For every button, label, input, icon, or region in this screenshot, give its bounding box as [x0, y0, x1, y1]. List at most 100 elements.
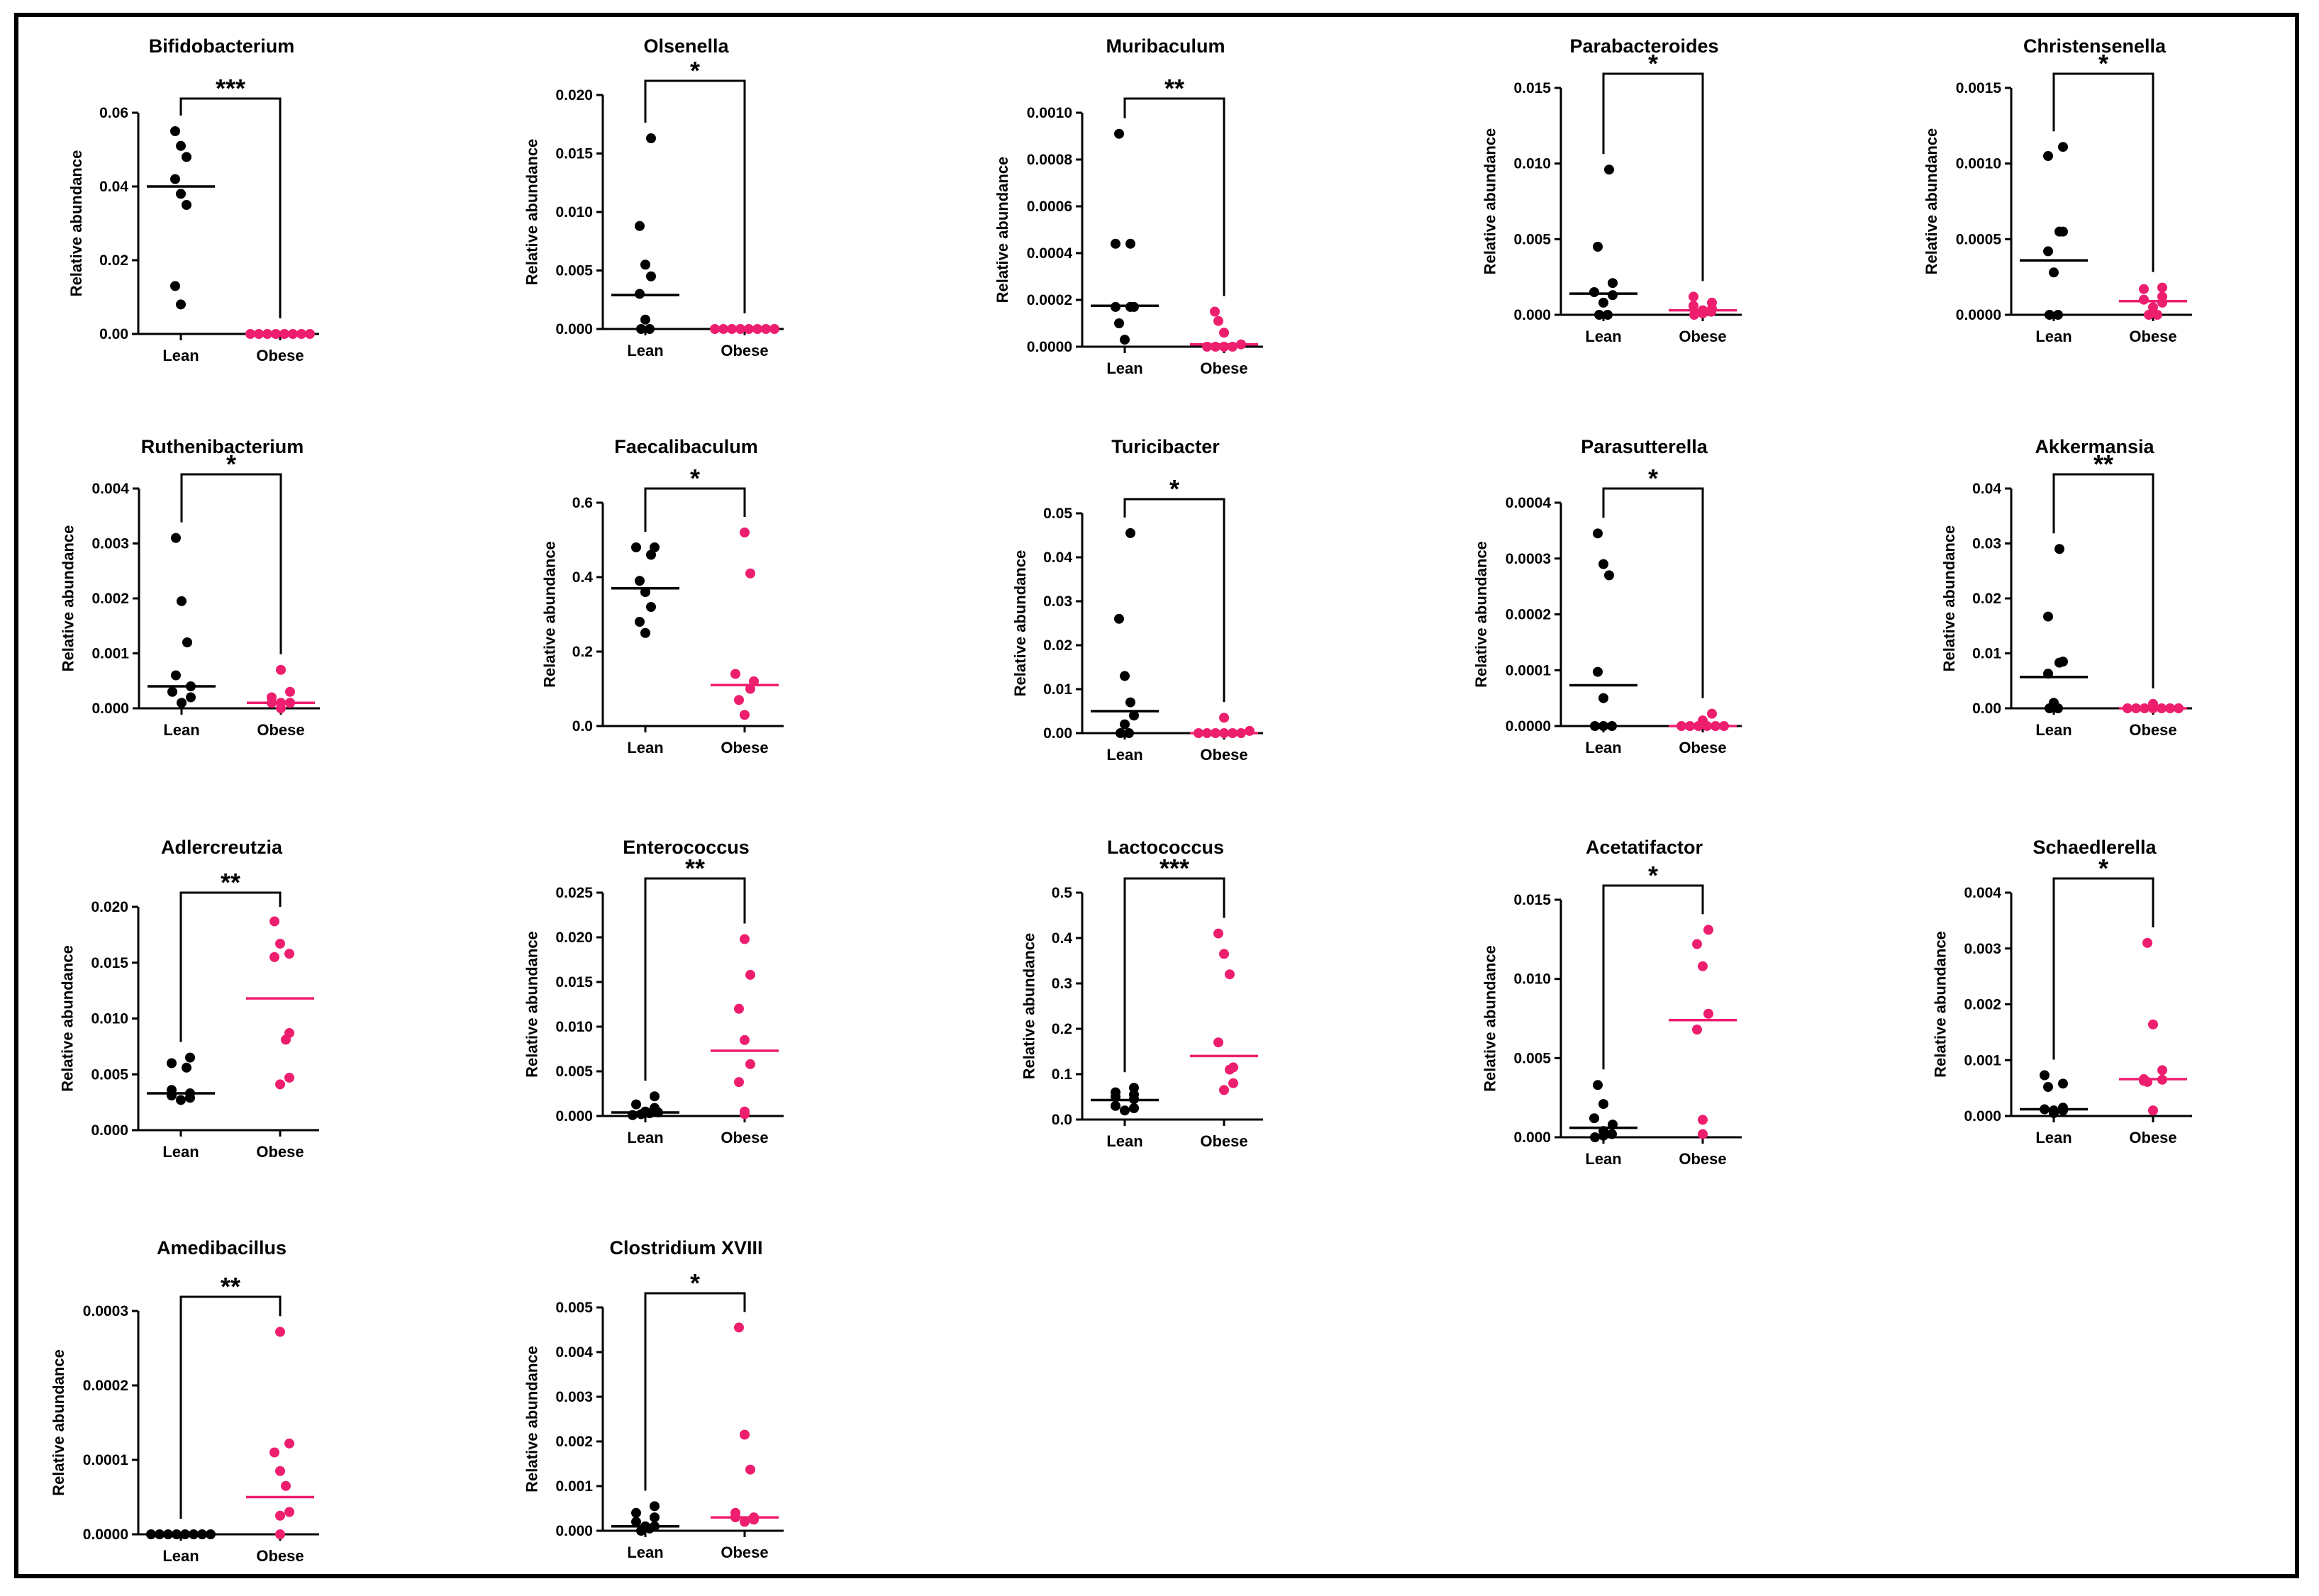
data-point-lean	[1120, 671, 1130, 681]
chart-title: Christensenella	[2023, 35, 2167, 57]
y-tick-label: 0.0010	[1956, 156, 2001, 172]
significance-label: *	[1648, 464, 1658, 493]
data-point-lean	[171, 670, 181, 681]
data-point-obese	[1225, 969, 1235, 980]
significance-bracket	[1123, 97, 1225, 296]
y-axis-label: Relative abundance	[67, 150, 85, 297]
y-axis-label: Relative abundance	[1940, 525, 1958, 672]
y-axis-label: Relative abundance	[541, 541, 559, 688]
data-point-obese	[284, 1072, 294, 1083]
y-tick-label: 0.02	[99, 252, 128, 269]
data-point-obese	[275, 1510, 285, 1521]
data-point-lean	[646, 133, 656, 144]
data-point-lean	[1589, 287, 1599, 297]
data-point-obese	[740, 934, 750, 944]
x-tick-label: Obese	[721, 1544, 768, 1561]
significance-label: *	[690, 464, 700, 493]
data-point-lean	[1111, 1087, 1120, 1098]
data-point-lean	[176, 189, 186, 199]
y-tick-label: 0.015	[91, 955, 128, 971]
y-tick-label: 0.020	[555, 87, 593, 104]
y-tick-label: 0.0000	[83, 1527, 128, 1543]
data-point-obese	[281, 1480, 291, 1491]
y-tick-label: 0.02	[1043, 637, 1072, 654]
data-point-lean	[1125, 697, 1135, 708]
significance-bracket	[2052, 473, 2154, 688]
x-tick-label: Lean	[163, 721, 199, 739]
data-point-obese	[284, 949, 294, 959]
y-tick-label: 0.005	[555, 1064, 593, 1080]
y-axis-label: Relative abundance	[1923, 128, 1940, 275]
chart-panel-clostridium-xviii: Clostridium XVIII 0.000 0.001 0.002 0.003 0.0…	[523, 1237, 784, 1561]
y-tick-label: 0.0000	[1506, 718, 1551, 735]
data-point-lean	[186, 692, 196, 703]
y-tick-label: 0.0001	[1506, 662, 1552, 679]
data-point-lean	[1593, 666, 1603, 677]
data-point-obese	[1228, 1078, 1238, 1088]
chart-panel-olsenella: Olsenella 0.000 0.005 0.010 0.015 0.020 Lean Ob…	[523, 35, 784, 359]
data-point-obese	[1698, 715, 1708, 726]
x-tick-label: Lean	[2035, 721, 2071, 739]
data-point-obese	[2148, 302, 2158, 313]
data-point-lean	[1593, 242, 1603, 252]
data-point-lean	[171, 532, 181, 543]
y-tick-label: 0.0	[572, 718, 593, 735]
x-tick-label: Lean	[627, 739, 663, 757]
data-point-lean	[1603, 310, 1613, 320]
data-point-lean	[1590, 721, 1600, 731]
y-tick-label: 0.0004	[1506, 495, 1552, 511]
x-tick-label: Obese	[1679, 739, 1726, 757]
data-point-lean	[177, 698, 187, 708]
data-point-lean	[646, 549, 656, 560]
data-point-obese	[267, 692, 277, 703]
data-point-lean	[170, 281, 180, 291]
y-tick-label: 0.001	[555, 1478, 593, 1495]
significance-bracket	[179, 97, 282, 318]
y-tick-label: 0.2	[1052, 1021, 1072, 1037]
significance-label: *	[1169, 474, 1179, 503]
data-point-obese	[1692, 939, 1702, 949]
x-tick-label: Obese	[721, 342, 768, 359]
data-point-lean	[631, 1517, 641, 1527]
data-point-lean	[1598, 721, 1608, 731]
x-tick-label: Lean	[1585, 328, 1621, 345]
data-point-obese	[1689, 291, 1698, 302]
data-point-lean	[1598, 1099, 1608, 1110]
data-point-lean	[635, 617, 645, 627]
data-point-lean	[1593, 1080, 1603, 1090]
significance-bracket	[2052, 877, 2154, 1060]
chart-panel-bifidobacterium: Bifidobacterium 0.00 0.02 0.04 0.06 Lean Obese…	[67, 35, 319, 364]
data-point-obese	[2148, 698, 2158, 709]
chart-title: Bifidobacterium	[149, 35, 295, 57]
significance-label: *	[690, 56, 700, 85]
data-point-lean	[1607, 721, 1617, 731]
data-point-lean	[650, 1512, 660, 1523]
chart-title: Amedibacillus	[157, 1237, 287, 1259]
data-point-lean	[631, 1507, 641, 1518]
significance-bracket	[179, 1295, 282, 1519]
chart-title: Turicibacter	[1111, 436, 1220, 457]
data-point-obese	[1213, 1037, 1223, 1048]
data-point-lean	[635, 221, 645, 231]
data-point-obese	[1707, 708, 1717, 719]
y-tick-label: 0.010	[555, 1019, 593, 1035]
data-point-lean	[1598, 297, 1608, 308]
data-point-obese	[285, 686, 295, 697]
data-point-lean	[1124, 728, 1134, 738]
chart-title: Faecalibaculum	[614, 436, 758, 457]
data-point-obese	[734, 1322, 744, 1333]
chart-panel-muribaculum: Muribaculum 0.0000 0.0002 0.0004 0.0006 0.000…	[994, 35, 1263, 377]
y-tick-label: 0.000	[1513, 307, 1551, 323]
data-point-obese	[275, 1079, 285, 1090]
y-tick-label: 0.025	[555, 885, 593, 901]
y-axis-label: Relative abundance	[1481, 945, 1499, 1092]
y-tick-label: 0.000	[555, 321, 593, 337]
y-tick-label: 0.03	[1972, 536, 2001, 552]
y-tick-label: 0.003	[91, 536, 129, 552]
data-point-lean	[1604, 570, 1614, 581]
x-tick-label: Obese	[1200, 746, 1247, 764]
data-point-lean	[1604, 164, 1614, 175]
significance-bracket	[644, 487, 746, 532]
chart-title: Parabacteroides	[1569, 35, 1718, 57]
data-point-lean	[650, 542, 660, 552]
